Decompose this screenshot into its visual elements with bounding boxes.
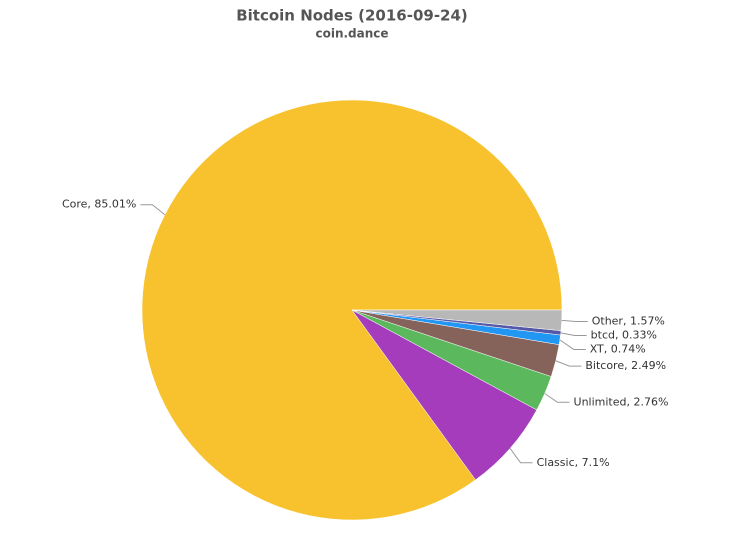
- data-label: Bitcore, 2.49%: [585, 359, 666, 372]
- leader-line: [544, 393, 570, 403]
- leader-line: [559, 339, 586, 350]
- leader-line: [561, 319, 588, 322]
- pie-slice: [141, 99, 563, 521]
- data-label: Core, 85.01%: [62, 198, 136, 211]
- leader-line: [560, 332, 587, 336]
- data-label: Unlimited, 2.76%: [574, 395, 669, 408]
- data-label: Other, 1.57%: [592, 314, 665, 327]
- data-label: XT, 0.74%: [590, 342, 646, 355]
- data-label: btcd, 0.33%: [591, 328, 657, 341]
- leader-line: [555, 360, 582, 367]
- leader-line: [509, 447, 533, 464]
- pie-slice: [351, 309, 563, 331]
- chart-title: Bitcoin Nodes (2016-09-24): [236, 7, 468, 25]
- chart-subtitle: coin.dance: [315, 27, 388, 41]
- data-label: Classic, 7.1%: [537, 456, 610, 469]
- leader-line: [140, 204, 166, 216]
